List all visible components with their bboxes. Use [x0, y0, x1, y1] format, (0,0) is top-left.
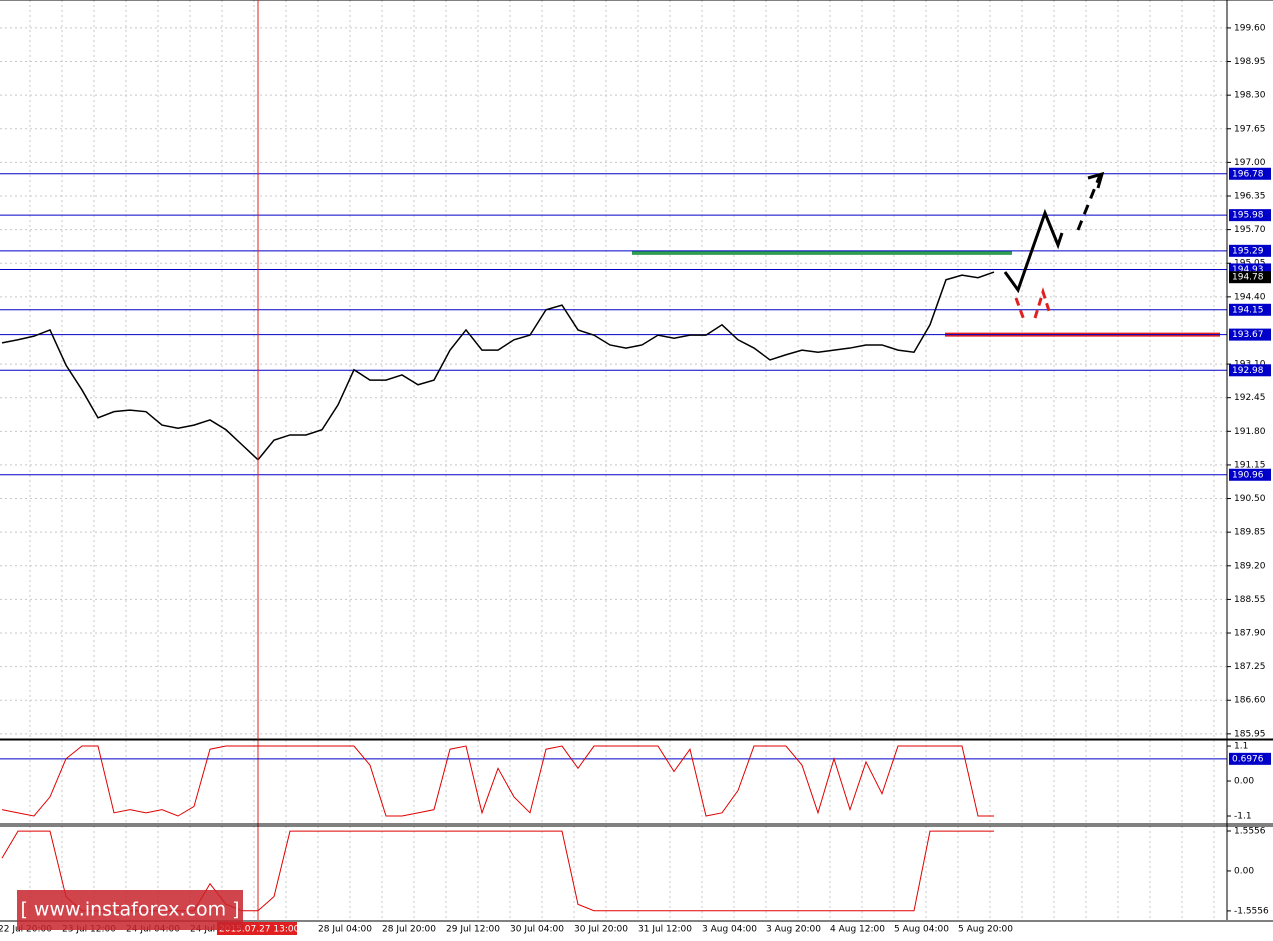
y-tick-label: 199.60	[1234, 23, 1266, 33]
level-label: 195.29	[1232, 246, 1264, 256]
forecast-arrow	[1076, 174, 1102, 231]
y-tick-label: 197.00	[1234, 158, 1266, 168]
y-tick-label: 0.00	[1234, 777, 1254, 787]
level-label: 193.67	[1232, 330, 1264, 340]
x-tick-label: 3 Aug 20:00	[766, 925, 821, 935]
level-label-box	[1229, 209, 1271, 222]
y-tick-label: 191.15	[1234, 460, 1266, 470]
y-tick-label: 196.35	[1234, 192, 1266, 202]
forecast-arrow	[1003, 208, 1064, 294]
level-label: 194.15	[1232, 305, 1264, 315]
x-tick-label: 30 Jul 04:00	[510, 925, 564, 935]
level-label: 196.78	[1232, 169, 1264, 179]
y-tick-label: 192.45	[1234, 393, 1266, 403]
x-tick-label: 29 Jul 12:00	[446, 925, 500, 935]
y-tick-label: 191.80	[1234, 427, 1266, 437]
level-label: 195.98	[1232, 211, 1264, 221]
y-tick-label: 189.20	[1234, 561, 1266, 571]
y-tick-label: 198.95	[1234, 57, 1266, 67]
crosshair-label: 2015.07.27 13:00	[219, 925, 300, 935]
level-label-box	[1229, 167, 1271, 180]
price-label: 194.78	[1232, 273, 1264, 283]
level-label-box	[1229, 364, 1271, 377]
y-tick-label: 1.1	[1234, 742, 1248, 752]
level-label-box	[1229, 468, 1271, 481]
price-label-box	[1229, 271, 1271, 284]
price-line	[1, 271, 995, 461]
x-tick-label: 3 Aug 04:00	[702, 925, 757, 935]
level-label: 192.98	[1232, 366, 1264, 376]
x-tick-label: 30 Jul 20:00	[574, 925, 628, 935]
level-label: 0.6976	[1232, 754, 1264, 764]
watermark-box	[17, 890, 243, 930]
level-label-box	[1229, 752, 1271, 765]
y-tick-label: 185.95	[1234, 729, 1266, 739]
y-tick-label: -1.1	[1234, 812, 1252, 822]
forecast-arrow	[1033, 286, 1052, 319]
x-tick-label: 4 Aug 12:00	[830, 925, 885, 935]
y-tick-label: 189.85	[1234, 528, 1266, 538]
y-tick-label: 190.50	[1234, 494, 1266, 504]
y-tick-label: -1.5556	[1234, 906, 1269, 916]
y-tick-label: 195.70	[1234, 225, 1266, 235]
y-tick-label: 1.5556	[1234, 826, 1266, 836]
level-label-box	[1229, 328, 1271, 341]
y-tick-label: 194.40	[1234, 292, 1266, 302]
watermark: [ www.instaforex.com ]	[20, 899, 239, 921]
level-label-box	[1229, 303, 1271, 316]
forecast-arrow	[1014, 297, 1026, 321]
y-tick-label: 197.65	[1234, 124, 1266, 134]
x-tick-label: 5 Aug 20:00	[958, 925, 1013, 935]
y-tick-label: 198.30	[1234, 91, 1266, 101]
level-label: 194.93	[1232, 265, 1264, 275]
x-tick-label: 28 Jul 04:00	[318, 925, 372, 935]
x-tick-label: 5 Aug 04:00	[894, 925, 949, 935]
y-tick-label: 187.90	[1234, 629, 1266, 639]
y-tick-label: 186.60	[1234, 696, 1266, 706]
x-tick-label: 28 Jul 20:00	[382, 925, 436, 935]
price-line	[1, 745, 994, 817]
y-tick-label: 188.55	[1234, 595, 1266, 605]
y-tick-label: 0.00	[1234, 866, 1254, 876]
level-label: 190.96	[1232, 470, 1264, 480]
y-tick-label: 187.25	[1234, 662, 1266, 672]
x-tick-label: 31 Jul 12:00	[638, 925, 692, 935]
arrow-head	[1087, 171, 1105, 189]
level-label-box	[1229, 244, 1271, 257]
